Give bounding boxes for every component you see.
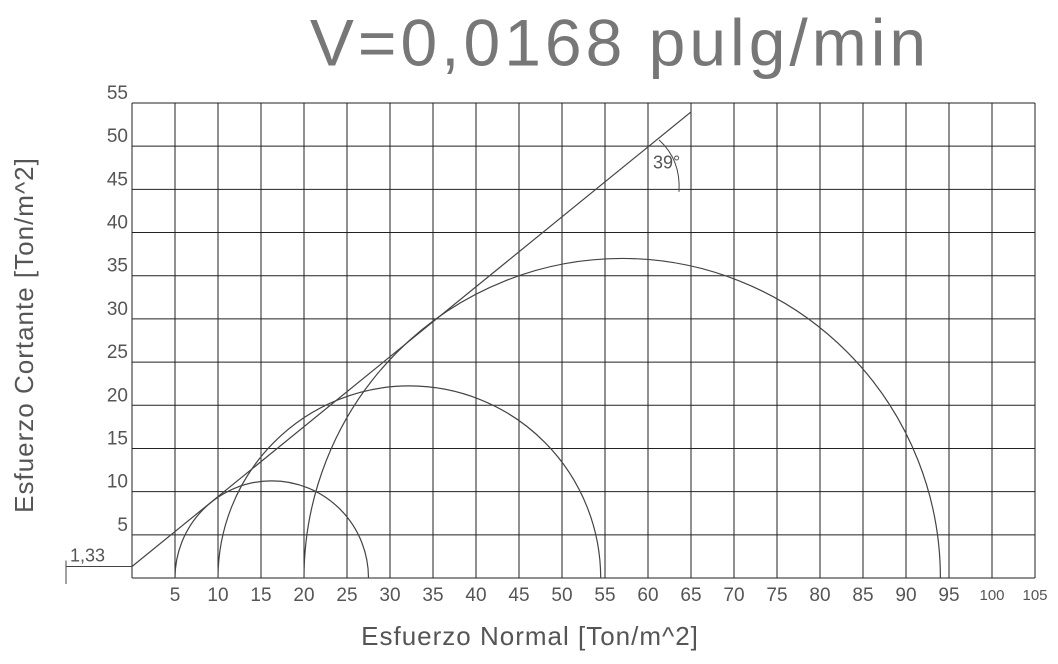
x-tick-label: 85 (852, 585, 873, 606)
x-tick-label: 30 (379, 585, 400, 606)
y-tick-label: 15 (107, 428, 128, 449)
x-tick-label: 105 (1022, 587, 1047, 604)
x-tick-label: 20 (293, 585, 314, 606)
y-tick-label: 5 (117, 515, 128, 536)
x-tick-label: 80 (809, 585, 830, 606)
y-tick-label: 10 (107, 472, 128, 493)
x-tick-label: 55 (594, 585, 615, 606)
failure-envelope (131, 111, 692, 567)
cohesion-label: 1,33 (70, 545, 105, 565)
x-tick-label: 50 (551, 585, 572, 606)
y-tick-label: 35 (107, 256, 128, 277)
mohr-circle (174, 480, 370, 579)
x-tick-label: 95 (938, 585, 959, 606)
x-tick-label: 70 (723, 585, 744, 606)
x-tick-label: 65 (680, 585, 701, 606)
x-tick-label: 90 (895, 585, 916, 606)
x-tick-label: 75 (766, 585, 787, 606)
y-tick-label: 20 (107, 385, 128, 406)
y-tick-label: 45 (107, 169, 128, 190)
x-tick-label: 45 (508, 585, 529, 606)
x-tick-label: 100 (979, 587, 1004, 604)
chart-title: V=0,0168 pulg/min (310, 5, 930, 79)
x-axis-label: Esfuerzo Normal [Ton/m^2] (361, 621, 699, 651)
y-tick-label: 55 (107, 83, 128, 104)
angle-arc (658, 139, 680, 192)
y-axis-label: Esfuerzo Cortante [Ton/m^2] (9, 157, 39, 513)
y-tick-label: 25 (107, 342, 128, 363)
x-tick-label: 25 (336, 585, 357, 606)
mohr-circle (217, 385, 602, 579)
x-tick-label: 35 (422, 585, 443, 606)
y-tick-label: 30 (107, 299, 128, 320)
x-tick-label: 10 (207, 585, 228, 606)
x-tick-label: 5 (170, 585, 181, 606)
mohr-circle (303, 257, 941, 579)
x-tick-label: 40 (465, 585, 486, 606)
y-tick-label: 40 (107, 213, 128, 234)
x-tick-label: 15 (250, 585, 271, 606)
y-tick-label: 50 (107, 126, 128, 147)
angle-label: 39° (653, 153, 680, 173)
x-tick-label: 60 (637, 585, 658, 606)
